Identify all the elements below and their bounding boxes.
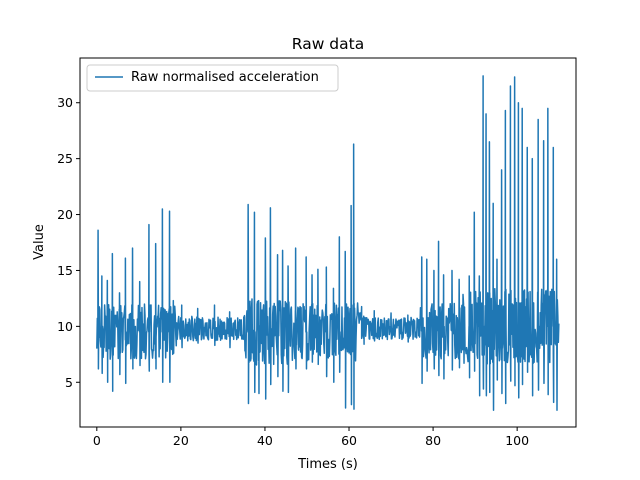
y-tick-label: 5 (65, 375, 73, 390)
x-tick-label: 40 (257, 433, 273, 448)
legend: Raw normalised acceleration (86, 64, 339, 92)
y-tick-label: 20 (57, 207, 73, 222)
legend-label: Raw normalised acceleration (131, 70, 319, 85)
x-axis-ticks: 0 20 40 60 80 100 (93, 427, 529, 448)
x-tick-label: 0 (93, 433, 101, 448)
x-tick-label: 80 (425, 433, 441, 448)
y-tick-label: 10 (57, 319, 73, 334)
series-line-0 (96, 75, 560, 411)
x-axis-label: Times (s) (297, 457, 358, 472)
y-tick-label: 15 (57, 263, 73, 278)
y-tick-label: 25 (57, 151, 73, 166)
plot-frame (79, 57, 577, 428)
x-tick-label: 20 (173, 433, 189, 448)
plot-series-group (96, 75, 560, 411)
x-tick-label: 60 (341, 433, 357, 448)
legend-box (86, 64, 339, 92)
chart-title: Raw data (292, 35, 364, 53)
y-axis-ticks: 5 10 15 20 25 30 (57, 95, 80, 390)
y-axis-label: Value (32, 224, 47, 260)
y-tick-label: 30 (57, 95, 73, 110)
x-tick-label: 100 (505, 433, 529, 448)
